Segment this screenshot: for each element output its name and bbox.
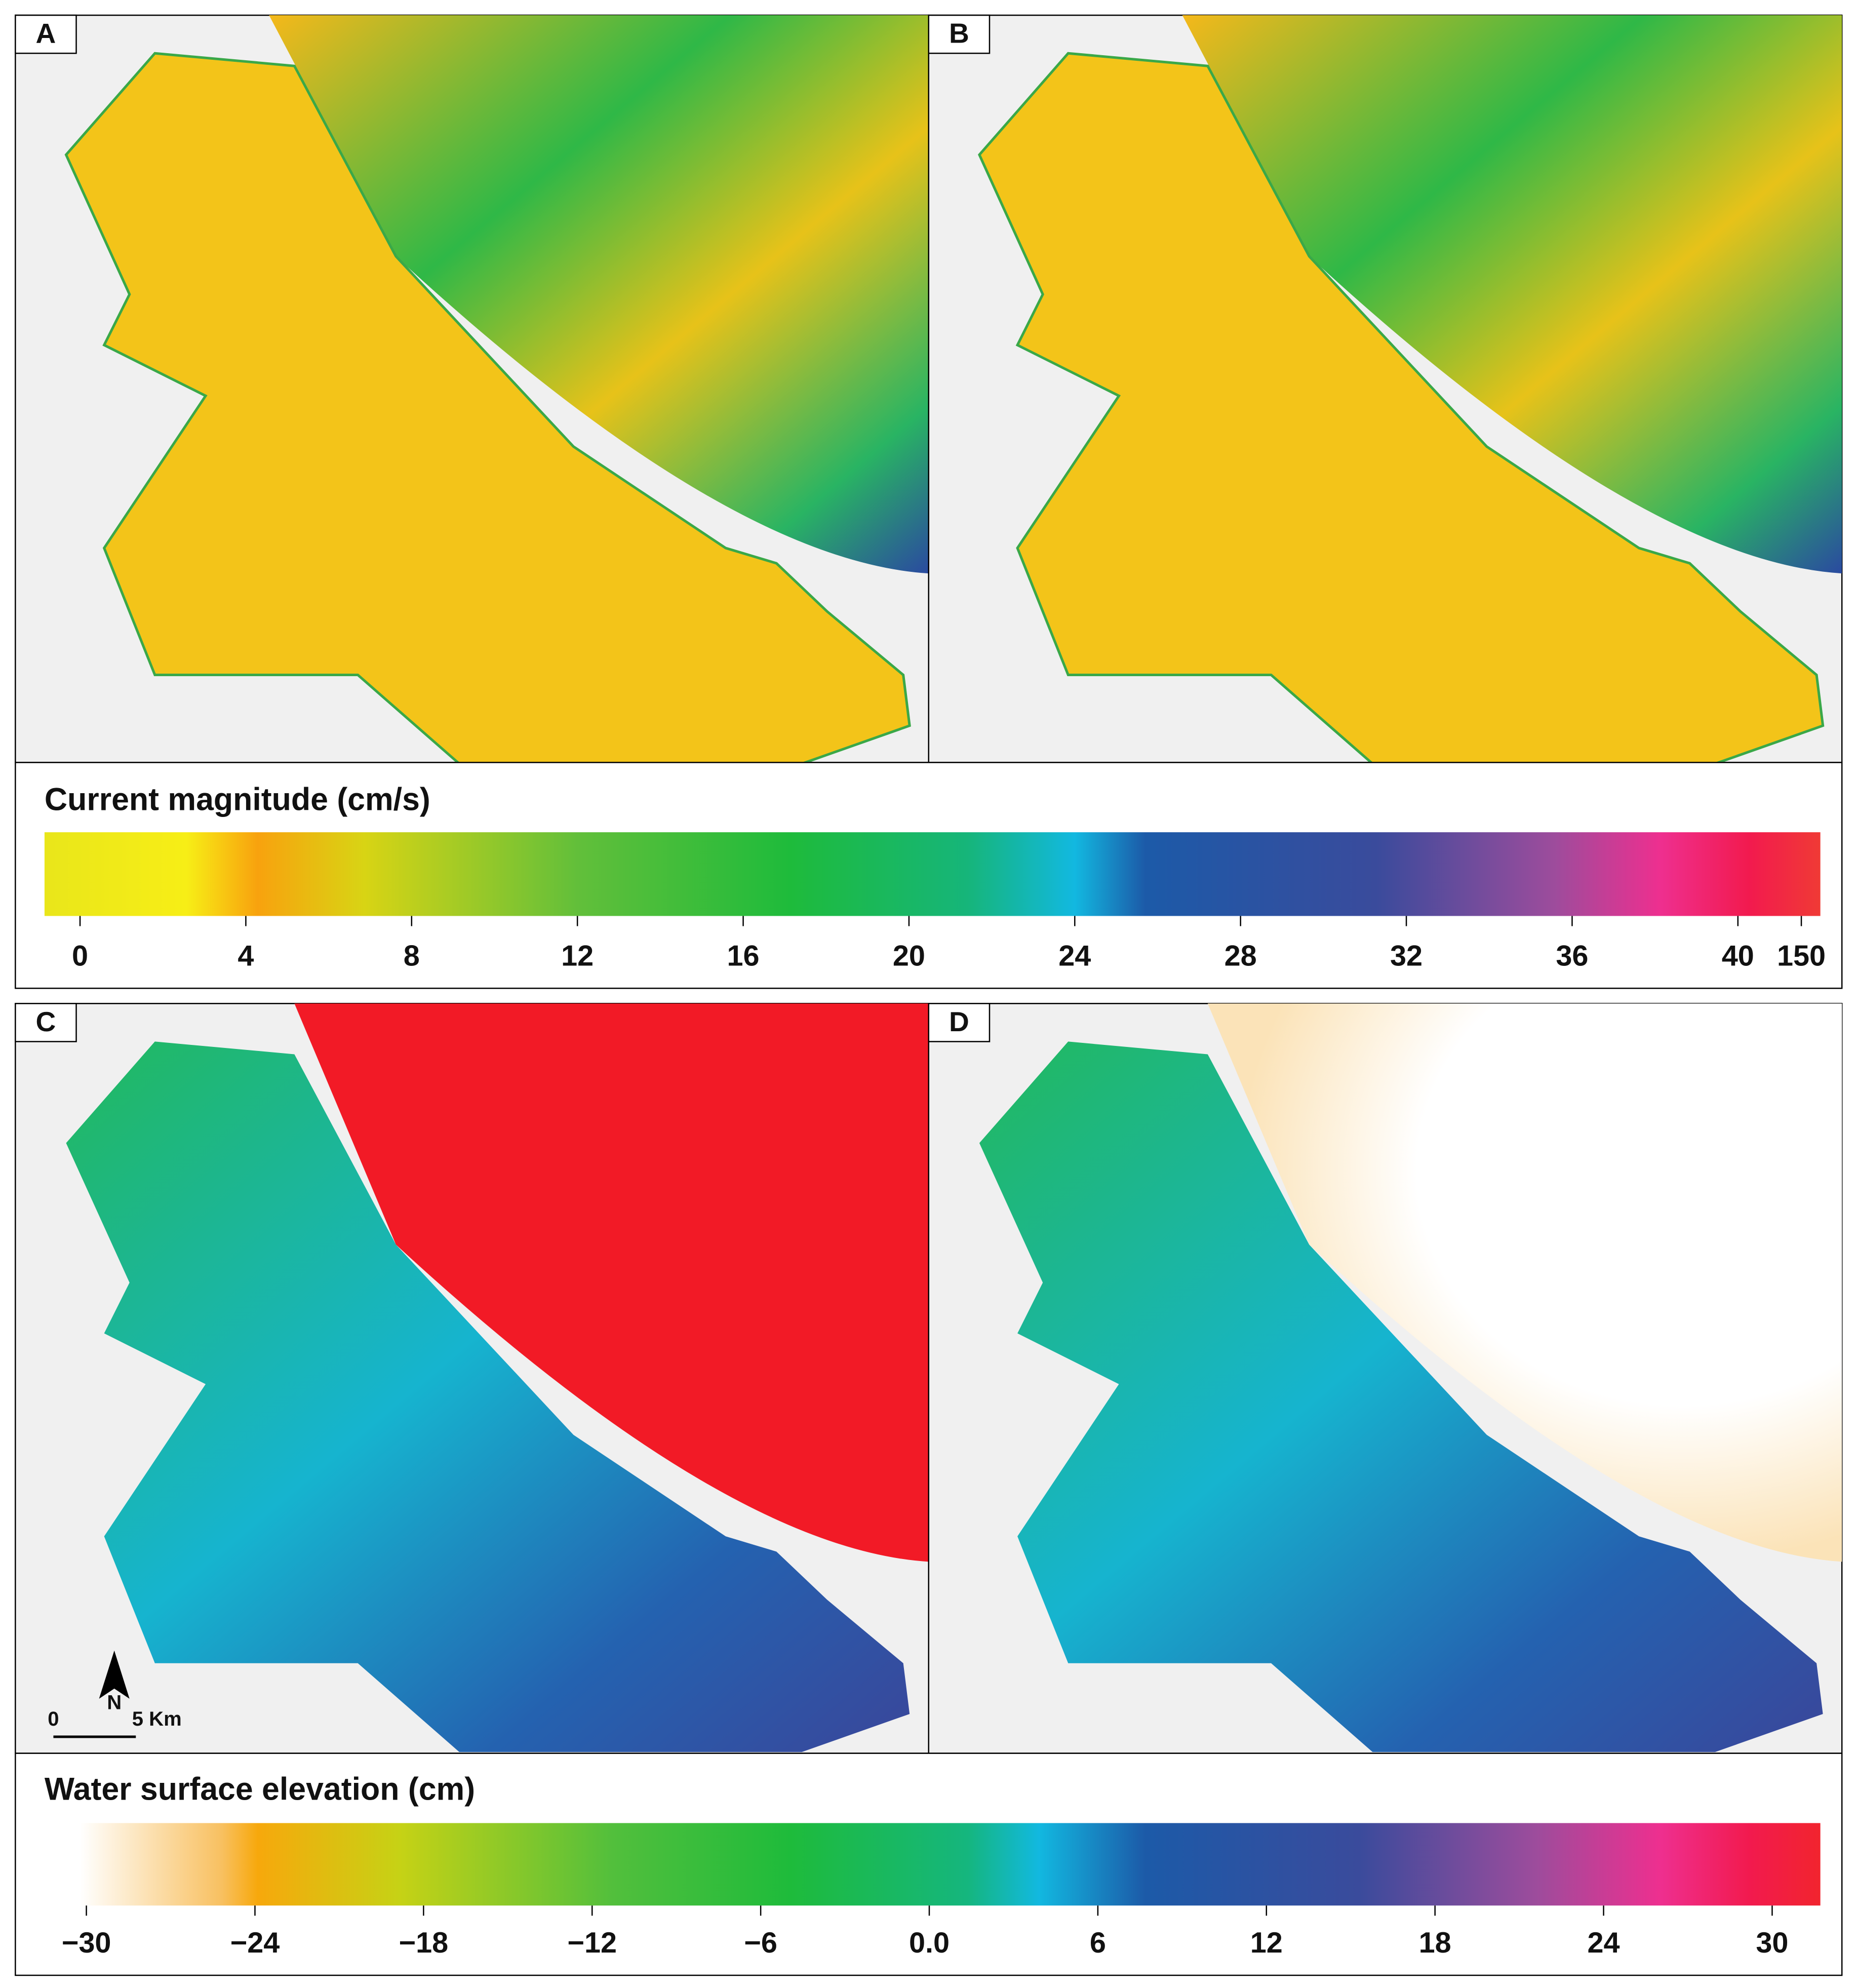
label-box: [15, 14, 77, 54]
colorbar: [44, 832, 1821, 916]
tick-label: −30: [62, 1927, 111, 1959]
tick-label: 20: [893, 940, 925, 972]
colorbar-ticks: 0 4 8 12 16 20 24 28 32 36 40 150: [72, 916, 1826, 972]
scale-label: 0: [48, 1708, 59, 1730]
ocean: [294, 1003, 929, 1562]
label-box: [15, 1003, 77, 1042]
tick-label: −18: [399, 1927, 448, 1959]
north-arrow: [99, 1650, 130, 1699]
colorbar: [44, 1823, 1821, 1906]
colorbar-ticks: −30 −24 −18 −12 −6 0.0 6 12 18 24 30: [62, 1905, 1788, 1959]
tick-label: −24: [230, 1927, 280, 1959]
panel-a: A: [15, 14, 930, 764]
tick-label: 28: [1225, 940, 1257, 972]
tick-label: 4: [238, 940, 254, 972]
tick-label: 8: [404, 940, 420, 972]
tick-label: 0: [72, 940, 88, 972]
panel-label: A: [36, 18, 56, 49]
tick-label: 150: [1777, 940, 1826, 972]
label-box: [928, 14, 991, 54]
tick-label: 6: [1090, 1927, 1106, 1959]
tick-label: 0.0: [909, 1927, 950, 1959]
tick-label: 30: [1756, 1927, 1788, 1959]
north-label: N: [107, 1692, 122, 1714]
panel-b: B: [928, 14, 1843, 764]
tick-label: 32: [1390, 940, 1423, 972]
colorbar-wse: Water surface elevation (cm) −30 −24 −18 −1…: [15, 1752, 1843, 1976]
colorbar-title: Current magnitude (cm/s): [45, 782, 430, 817]
tick-label: 40: [1722, 940, 1754, 972]
tick-label: 18: [1419, 1927, 1451, 1959]
panel-d: D: [928, 1003, 1843, 1754]
label-box: [928, 1003, 991, 1042]
panel-label: B: [949, 18, 969, 49]
tick-label: 24: [1588, 1927, 1620, 1959]
tick-label: 12: [1250, 1927, 1283, 1959]
panel-label: D: [949, 1006, 969, 1037]
tick-label: −12: [567, 1927, 617, 1959]
tick-label: 36: [1556, 940, 1588, 972]
tick-label: −6: [744, 1927, 777, 1959]
tick-label: 24: [1058, 940, 1091, 972]
panel-c: C N 0 5 Km: [15, 1003, 930, 1754]
colorbar-current: Current magnitude (cm/s) 0 4 8 12 16 20 24 28 32…: [15, 762, 1843, 989]
scale-label: 5 Km: [132, 1708, 182, 1730]
tick-label: 12: [561, 940, 594, 972]
ocean: [1207, 1003, 1842, 1562]
colorbar-title: Water surface elevation (cm): [45, 1771, 475, 1807]
panel-label: C: [36, 1006, 56, 1037]
tick-label: 16: [727, 940, 760, 972]
